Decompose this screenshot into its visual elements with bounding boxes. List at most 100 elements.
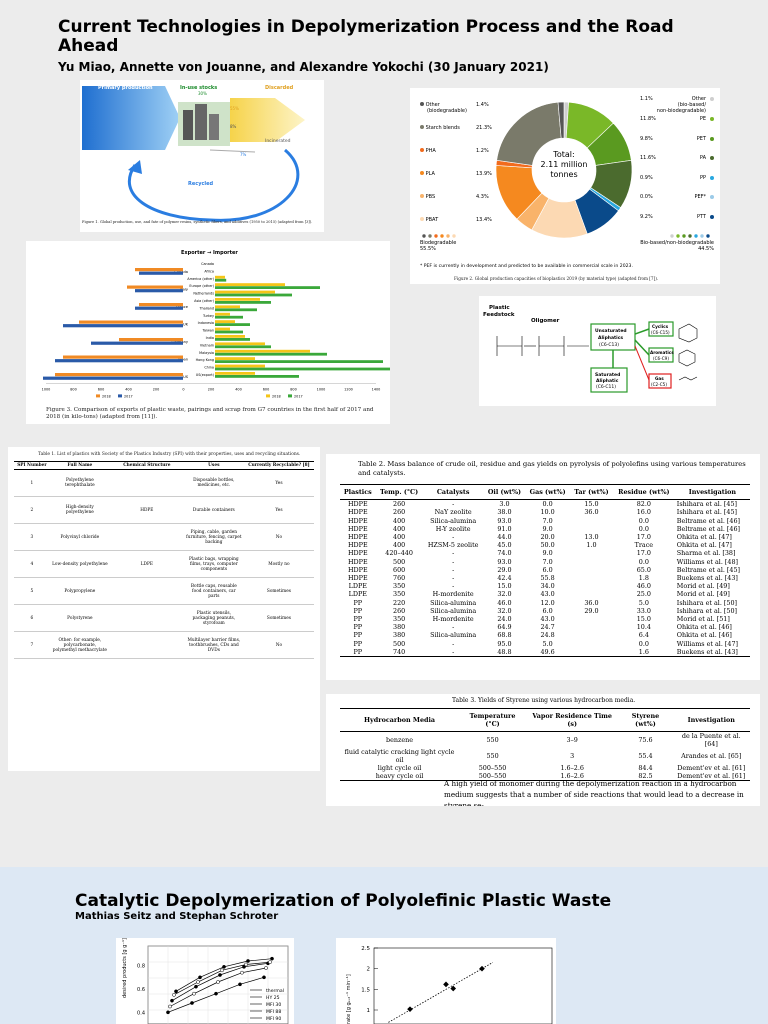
data-point bbox=[262, 975, 266, 980]
fig1-label-pct7: 7% bbox=[240, 152, 247, 157]
bar-export-2018 bbox=[119, 338, 183, 342]
importer-label: China bbox=[204, 366, 214, 370]
table-cell bbox=[570, 623, 613, 631]
table-row: HDPE 600 - 29.0 6.0 65.0 Beltrame et al. [45] bbox=[340, 566, 750, 574]
bottom-dot bbox=[440, 234, 444, 238]
figure3-caption: Figure 3. Comparison of exports of plast… bbox=[46, 407, 374, 420]
table-cell bbox=[570, 549, 613, 557]
column-header: Chemical Structure bbox=[109, 461, 184, 470]
figure3: Exporter → Importer Canada Africa America … bbox=[26, 241, 390, 424]
table-cell: 43.0 bbox=[540, 590, 555, 599]
bar-export-2017 bbox=[55, 359, 183, 363]
axis-tick: 1000 bbox=[317, 387, 326, 391]
legend-name: PHA bbox=[425, 148, 436, 154]
legend-name: PTT bbox=[696, 213, 706, 220]
table-cell: 24.7 bbox=[540, 623, 555, 632]
importer-label: Asia (other) bbox=[194, 299, 215, 303]
bar-export-2018 bbox=[135, 268, 183, 272]
table-cell: Silica-alumina bbox=[430, 606, 477, 615]
legend-name2: (bio-based/ bbox=[677, 102, 706, 108]
biobased-total-label: Bio-based/non-biodegradable bbox=[640, 240, 714, 246]
bar-export-2018 bbox=[55, 373, 183, 377]
table-row: PP 380 - 64.9 24.7 10.4 Ohkita et al. [46] bbox=[340, 623, 750, 631]
data-point bbox=[174, 989, 178, 994]
fig1-label-inuse: In-use stocks bbox=[180, 85, 217, 91]
fig1-label-recycled: Recycled bbox=[188, 181, 214, 187]
table-cell: 5.0 bbox=[542, 639, 553, 648]
table-row: benzene 550 3–9 75.6 de la Puente et al. [64… bbox=[340, 732, 750, 749]
bar-import-2018 bbox=[215, 372, 255, 375]
data-point bbox=[194, 984, 198, 989]
column-header: Full Name bbox=[49, 461, 110, 470]
table-row: HDPE 760 - 42.4 55.8 1.8 Buekens et al. [43] bbox=[340, 574, 750, 582]
table-cell: 1.6–2.6 bbox=[560, 764, 584, 772]
data-point bbox=[198, 975, 202, 980]
table-cell: 600 bbox=[393, 565, 406, 574]
table-cell: 15.0 bbox=[584, 500, 599, 509]
table-cell: light cycle oil bbox=[377, 764, 422, 772]
table-cell: 550 bbox=[486, 752, 499, 760]
legend-entry: thermal bbox=[266, 988, 284, 994]
table-cell: Bottle caps, reusable food containers, c… bbox=[183, 577, 244, 605]
table-row: LDPE 350 H-mordenite 32.0 43.0 25.0 Morid et a… bbox=[340, 590, 750, 598]
table-cell: 1 bbox=[14, 469, 50, 497]
table-row: 5 Polypropylene Bottle caps, reusable food… bbox=[14, 577, 314, 605]
table-cell: - bbox=[452, 574, 455, 583]
axis-tick: 400 bbox=[235, 387, 241, 391]
table-cell: HDPE bbox=[347, 500, 368, 509]
legend-swatch bbox=[710, 175, 714, 180]
table-cell: Durable containers bbox=[183, 496, 244, 524]
table-cell: HDPE bbox=[347, 541, 368, 550]
legend-name: PBAT bbox=[425, 217, 439, 223]
axis-tick: 800 bbox=[290, 387, 296, 391]
table-cell: 7.0 bbox=[542, 557, 553, 566]
table-cell: 42.4 bbox=[497, 574, 512, 583]
table-cell: Ohkita et al. [47] bbox=[676, 541, 732, 550]
table-cell: 3 bbox=[570, 752, 575, 760]
table-cell: 260 bbox=[393, 606, 406, 615]
table-row: 2 High-density polyethylene HDPE Durable co… bbox=[14, 496, 314, 524]
table-cell: 34.0 bbox=[540, 582, 555, 591]
table-cell: Ohkita et al. [46] bbox=[676, 631, 732, 640]
table-cell: Polyvinyl chloride bbox=[49, 523, 110, 551]
table-cell bbox=[570, 566, 613, 574]
legend-pct: 1.4% bbox=[476, 102, 489, 108]
table-cell: 48.8 bbox=[483, 647, 526, 658]
bar-import-2017 bbox=[215, 278, 227, 282]
table-cell: 6.0 bbox=[542, 606, 553, 615]
table-cell bbox=[570, 558, 613, 566]
table-cell: Ishihara et al. [45] bbox=[676, 508, 737, 517]
table-cell: - bbox=[452, 533, 455, 542]
legend-name: Starch blends bbox=[425, 125, 460, 131]
table-row: PP 740-48.8 49.6 1.6 Buekens et al. [43] bbox=[340, 647, 750, 658]
legend-swatch bbox=[420, 217, 424, 221]
bar-import-2017 bbox=[215, 323, 250, 326]
table-cell: 1.0 bbox=[586, 541, 597, 550]
legend-left-item: PLA 13.9% bbox=[420, 171, 500, 177]
table-cell: 5 bbox=[14, 577, 50, 605]
data-point bbox=[168, 1004, 172, 1009]
table-cell: No bbox=[243, 631, 314, 659]
bar-import-2018 bbox=[215, 312, 230, 316]
legend-name: Other bbox=[691, 96, 706, 102]
table-cell: 36.0 bbox=[584, 508, 599, 517]
scheme-aromatics2: (C6-C9) bbox=[653, 356, 669, 361]
table-row: 7 Other: for example, polycarbonate, poly… bbox=[14, 631, 314, 659]
table-cell: 3.0 bbox=[499, 500, 510, 509]
table-cell: Disposable bottles, medicines, etc. bbox=[183, 469, 244, 497]
table-cell: High-density polyethylene bbox=[49, 496, 110, 524]
bar-import-2017 bbox=[215, 352, 327, 356]
table-row: fluid catalytic cracking light cycle oil… bbox=[340, 748, 750, 764]
scheme-unsat2: Aliphatics bbox=[598, 335, 623, 341]
table-cell: 380 bbox=[393, 623, 406, 632]
table-cell: 7 bbox=[14, 631, 50, 659]
table-cell: PP bbox=[353, 631, 363, 640]
legend-2018: 2018 bbox=[102, 394, 111, 398]
table-cell: 33.0 bbox=[636, 606, 651, 615]
table-cell: 400 bbox=[393, 516, 406, 525]
table-cell: Silica-alumina bbox=[430, 598, 477, 607]
table-cell: HDPE bbox=[347, 549, 368, 558]
data-point bbox=[240, 970, 244, 975]
legend-name3: non-biodegradable) bbox=[656, 108, 706, 114]
bar-import-2018 bbox=[215, 364, 265, 368]
